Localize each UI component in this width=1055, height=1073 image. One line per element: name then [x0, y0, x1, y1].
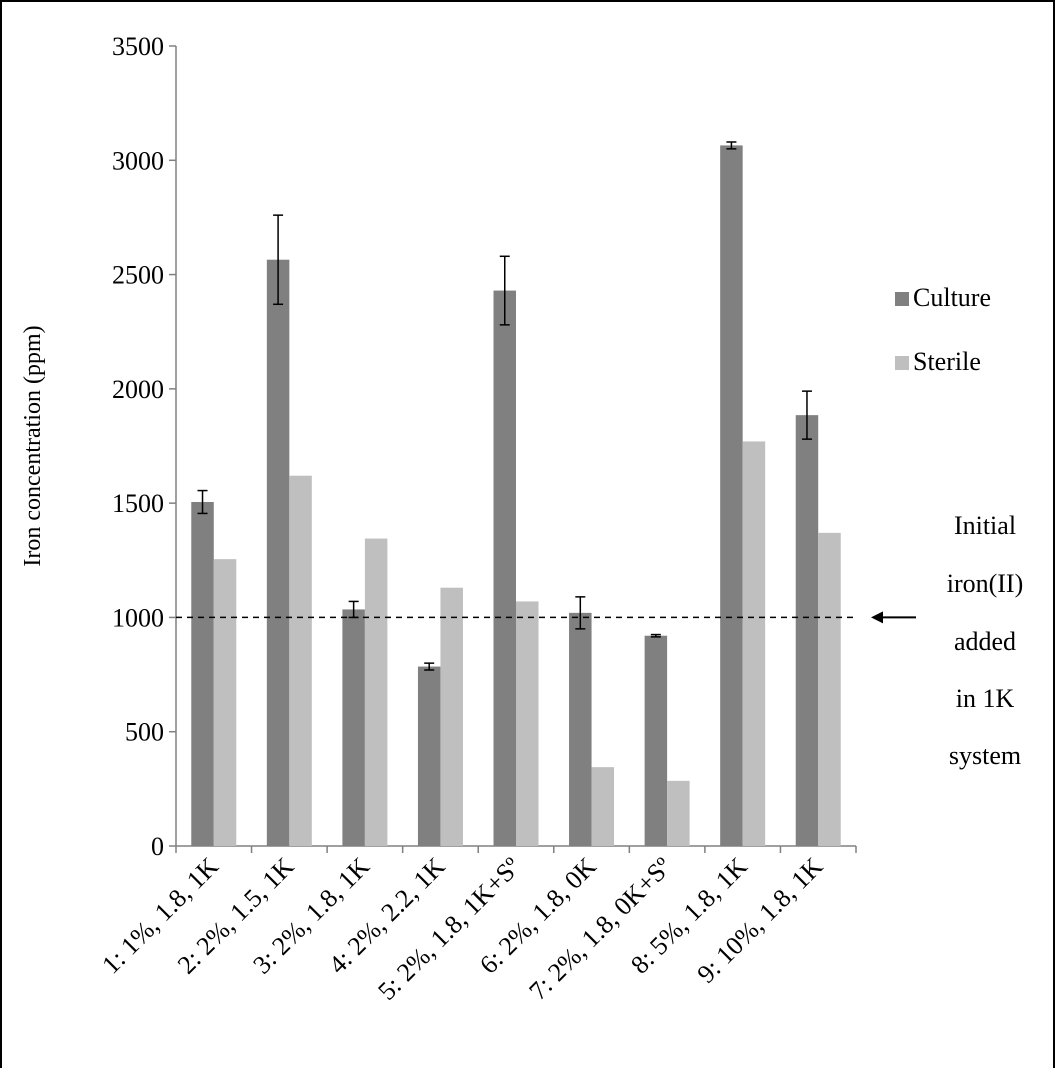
culture-bar — [493, 290, 516, 847]
y-tick-label: 3000 — [112, 146, 164, 175]
culture-bar — [795, 415, 819, 846]
y-axis-label: Iron concentration (ppm) — [20, 325, 46, 566]
sterile-bar — [516, 601, 539, 846]
reference-annotation-line: iron(II) — [947, 569, 1024, 598]
culture-bar — [191, 502, 214, 846]
y-tick-label: 0 — [151, 832, 164, 861]
y-tick-label: 3500 — [112, 32, 164, 61]
reference-annotation-line: system — [949, 741, 1021, 770]
reference-annotation-line: in 1K — [956, 684, 1015, 713]
culture-legend-swatch — [895, 292, 909, 306]
y-tick-label: 2500 — [112, 261, 164, 290]
y-tick-label: 1500 — [112, 489, 164, 518]
culture-bar — [720, 145, 743, 846]
sterile-legend-label: Sterile — [913, 347, 981, 376]
legend: Culture Sterile — [895, 283, 991, 376]
culture-legend-label: Culture — [913, 283, 991, 312]
sterile-bar — [440, 587, 463, 846]
reference-annotation-line: Initial — [954, 511, 1016, 540]
reference-annotation-line: added — [954, 627, 1016, 656]
sterile-bar — [667, 780, 690, 846]
culture-bar — [644, 635, 668, 846]
sterile-bar — [289, 475, 312, 846]
culture-bar — [417, 666, 441, 846]
bars — [191, 145, 841, 847]
sterile-bar — [213, 559, 237, 846]
y-tick-label: 1000 — [112, 603, 164, 632]
culture-bar — [342, 609, 365, 846]
sterile-legend-swatch — [895, 356, 909, 370]
error-bars — [197, 141, 812, 671]
sterile-bar — [364, 538, 388, 846]
y-tick-label: 2000 — [112, 375, 164, 404]
reference-arrow-head — [871, 611, 883, 624]
culture-bar — [266, 259, 290, 846]
sterile-bar — [742, 441, 766, 846]
sterile-bar — [818, 532, 841, 846]
sterile-bar — [591, 767, 615, 846]
reference-line-group: Initial iron(II) added in 1K system — [176, 511, 1023, 770]
culture-bar — [569, 612, 592, 846]
y-tick-label: 500 — [125, 718, 164, 747]
